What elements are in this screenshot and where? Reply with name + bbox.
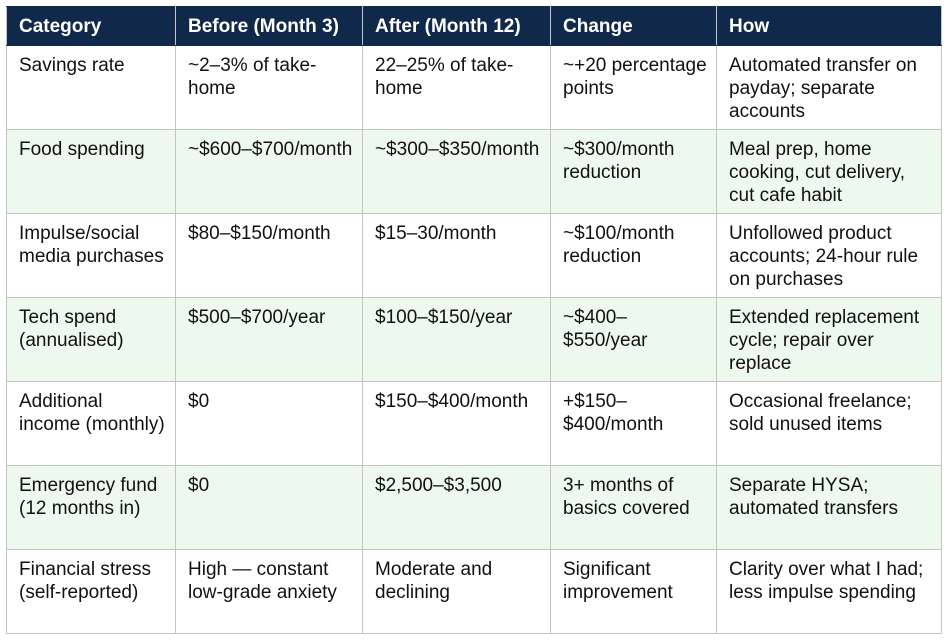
table-cell: $15–30/month: [362, 213, 551, 298]
comparison-table: Category Before (Month 3) After (Month 12)…: [6, 6, 942, 634]
table-row: Financial stress (self-reported) High — c…: [6, 549, 942, 634]
table-cell: Moderate and declining: [362, 549, 551, 634]
table-row: Savings rate ~2–3% of take-home 22–25% of …: [6, 45, 942, 130]
table-row: Additional income (monthly) $0 $150–$400/m…: [6, 381, 942, 466]
table-cell: ~+20 percentage points: [550, 45, 717, 130]
table-cell: Automated transfer on payday; separate a…: [716, 45, 942, 130]
table-cell: Financial stress (self-reported): [6, 549, 176, 634]
table-cell: Separate HYSA; automated transfers: [716, 465, 942, 550]
table-cell: 22–25% of take-home: [362, 45, 551, 130]
table-cell: ~$400–$550/year: [550, 297, 717, 382]
table-cell: Savings rate: [6, 45, 176, 130]
table-cell: Occasional freelance; sold unused items: [716, 381, 942, 466]
table-cell: Extended replacement cycle; repair over …: [716, 297, 942, 382]
table-cell: Significant improvement: [550, 549, 717, 634]
table-cell: Unfollowed product accounts; 24-hour rul…: [716, 213, 942, 298]
table-row: Tech spend (annualised) $500–$700/year $10…: [6, 297, 942, 382]
header-cell: Change: [550, 6, 717, 46]
table-cell: $0: [175, 465, 363, 550]
table-row: Impulse/social media purchases $80–$150/m…: [6, 213, 942, 298]
header-cell: How: [716, 6, 942, 46]
table-cell: Clarity over what I had; less impulse sp…: [716, 549, 942, 634]
table-row: Emergency fund (12 months in) $0 $2,500–$3…: [6, 465, 942, 550]
table-cell: $500–$700/year: [175, 297, 363, 382]
table-cell: Additional income (monthly): [6, 381, 176, 466]
table-cell: $0: [175, 381, 363, 466]
header-row: Category Before (Month 3) After (Month 12)…: [6, 6, 942, 46]
table-cell: Impulse/social media purchases: [6, 213, 176, 298]
table-cell: $2,500–$3,500: [362, 465, 551, 550]
table-cell: ~$600–$700/month: [175, 129, 363, 214]
table-cell: $100–$150/year: [362, 297, 551, 382]
table-cell: High — constant low-grade anxiety: [175, 549, 363, 634]
table-cell: Food spending: [6, 129, 176, 214]
header-cell: Before (Month 3): [175, 6, 363, 46]
table-cell: ~$100/month reduction: [550, 213, 717, 298]
table-cell: ~$300–$350/month: [362, 129, 551, 214]
table-cell: Tech spend (annualised): [6, 297, 176, 382]
table-body: Savings rate ~2–3% of take-home 22–25% of …: [6, 45, 942, 634]
table-cell: ~$300/month reduction: [550, 129, 717, 214]
table-cell: $80–$150/month: [175, 213, 363, 298]
table-cell: Meal prep, home cooking, cut delivery, c…: [716, 129, 942, 214]
table-cell: 3+ months of basics covered: [550, 465, 717, 550]
table-row: Food spending ~$600–$700/month ~$300–$350/…: [6, 129, 942, 214]
header-cell: Category: [6, 6, 176, 46]
table-cell: $150–$400/month: [362, 381, 551, 466]
table-cell: Emergency fund (12 months in): [6, 465, 176, 550]
table-cell: +$150–$400/month: [550, 381, 717, 466]
table-cell: ~2–3% of take-home: [175, 45, 363, 130]
header-cell: After (Month 12): [362, 6, 551, 46]
